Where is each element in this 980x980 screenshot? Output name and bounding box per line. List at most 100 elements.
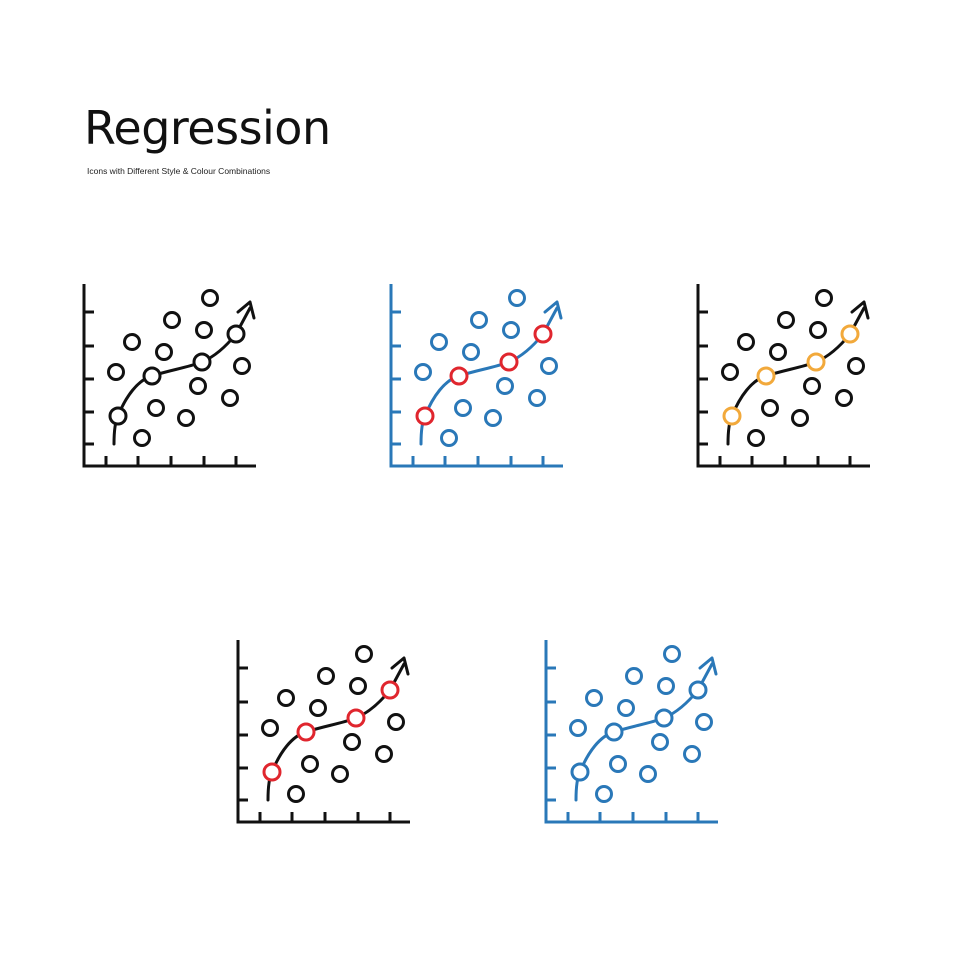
scatter-point <box>484 409 502 427</box>
scatter-points <box>107 289 251 447</box>
scatter-point <box>201 289 219 307</box>
scatter-point <box>683 745 701 763</box>
scatter-point <box>163 311 181 329</box>
scatter-point <box>343 733 361 751</box>
trend-point <box>499 352 519 372</box>
scatter-point <box>221 389 239 407</box>
scatter-point <box>309 699 327 717</box>
scatter-point <box>657 677 675 695</box>
scatter-point <box>737 333 755 351</box>
scatter-point <box>440 429 458 447</box>
chart-axes <box>389 284 563 468</box>
arrow-head-icon <box>236 300 256 320</box>
scatter-point <box>195 321 213 339</box>
trend-point <box>380 680 400 700</box>
arrow-head-icon <box>698 656 718 676</box>
scatter-point <box>301 755 319 773</box>
trend-point <box>262 762 282 782</box>
trend-point <box>226 324 246 344</box>
scatter-point <box>777 311 795 329</box>
scatter-points <box>261 645 405 803</box>
trend-point <box>570 762 590 782</box>
page-title: Regression <box>84 101 331 155</box>
scatter-point <box>585 689 603 707</box>
scatter-point <box>747 429 765 447</box>
scatter-point <box>331 765 349 783</box>
trend-points <box>415 324 553 426</box>
arrow-head-icon <box>850 300 870 320</box>
scatter-point <box>470 311 488 329</box>
scatter-points <box>721 289 865 447</box>
trend-point <box>604 722 624 742</box>
trend-points <box>722 324 860 426</box>
scatter-point <box>233 357 251 375</box>
scatter-point <box>761 399 779 417</box>
scatter-point <box>769 343 787 361</box>
scatter-point <box>317 667 335 685</box>
scatter-point <box>462 343 480 361</box>
page-subtitle: Icons with Different Style & Colour Comb… <box>87 166 271 176</box>
chart-axes <box>696 284 870 468</box>
trend-points <box>262 680 400 782</box>
scatter-point <box>791 409 809 427</box>
scatter-point <box>496 377 514 395</box>
trend-point <box>840 324 860 344</box>
trend-point <box>346 708 366 728</box>
scatter-point <box>502 321 520 339</box>
scatter-point <box>261 719 279 737</box>
scatter-point <box>349 677 367 695</box>
scatter-point <box>809 321 827 339</box>
trend-point <box>449 366 469 386</box>
trend-point <box>142 366 162 386</box>
scatter-point <box>155 343 173 361</box>
scatter-point <box>639 765 657 783</box>
scatter-point <box>508 289 526 307</box>
scatter-point <box>721 363 739 381</box>
scatter-point <box>815 289 833 307</box>
trend-point <box>296 722 316 742</box>
scatter-points <box>569 645 713 803</box>
scatter-point <box>287 785 305 803</box>
trend-point <box>806 352 826 372</box>
scatter-point <box>414 363 432 381</box>
trend-point <box>415 406 435 426</box>
trend-point <box>533 324 553 344</box>
scatter-point <box>355 645 373 663</box>
scatter-point <box>847 357 865 375</box>
chart-axes <box>544 640 718 824</box>
scatter-point <box>617 699 635 717</box>
regression-icon-black-orange <box>692 278 882 478</box>
regression-icon-black <box>78 278 268 478</box>
scatter-point <box>569 719 587 737</box>
scatter-point <box>387 713 405 731</box>
scatter-point <box>189 377 207 395</box>
scatter-point <box>835 389 853 407</box>
regression-icon-black-red <box>232 634 422 834</box>
regression-icon-blue <box>540 634 730 834</box>
trend-points <box>108 324 246 426</box>
scatter-point <box>133 429 151 447</box>
scatter-point <box>123 333 141 351</box>
trend-points <box>570 680 708 782</box>
scatter-point <box>528 389 546 407</box>
scatter-point <box>177 409 195 427</box>
scatter-point <box>454 399 472 417</box>
trend-point <box>108 406 128 426</box>
scatter-point <box>375 745 393 763</box>
scatter-point <box>107 363 125 381</box>
chart-axes <box>82 284 256 468</box>
trend-point <box>654 708 674 728</box>
scatter-point <box>803 377 821 395</box>
trend-point <box>722 406 742 426</box>
scatter-point <box>651 733 669 751</box>
trend-point <box>688 680 708 700</box>
arrow-head-icon <box>390 656 410 676</box>
scatter-point <box>430 333 448 351</box>
arrow-head-icon <box>543 300 563 320</box>
scatter-point <box>595 785 613 803</box>
scatter-point <box>609 755 627 773</box>
regression-icon-blue-red <box>385 278 575 478</box>
scatter-point <box>277 689 295 707</box>
scatter-point <box>540 357 558 375</box>
scatter-points <box>414 289 558 447</box>
